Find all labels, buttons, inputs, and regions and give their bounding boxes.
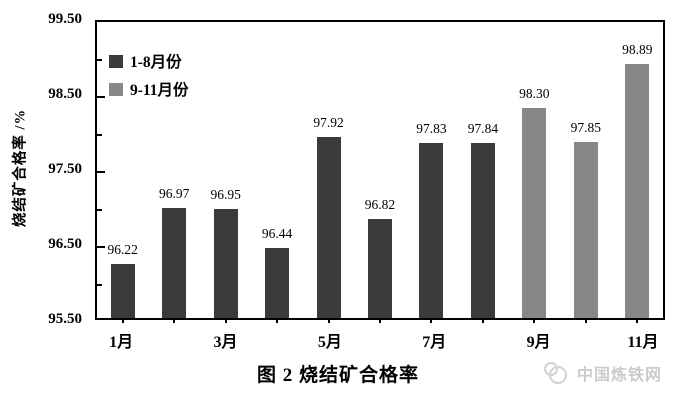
x-tick-7月 — [430, 318, 433, 323]
legend-swatch-dark — [109, 54, 123, 68]
ironmaking-net-logo-icon — [543, 362, 567, 384]
bar-7月 — [419, 143, 444, 318]
x-tick-1月 — [121, 318, 124, 323]
y-tick-label-99.50: 99.50 — [48, 11, 82, 27]
bar-5月 — [316, 136, 341, 318]
bar-4月 — [265, 247, 290, 318]
x-tick-label-6月 — [356, 328, 408, 352]
x-tick-3月 — [224, 318, 227, 323]
bar-slot-5月: 97.92 — [303, 22, 354, 318]
bar-value-label-5月: 97.92 — [313, 114, 344, 130]
bar-2月 — [162, 207, 187, 318]
bar-slot-8月: 97.84 — [457, 22, 508, 318]
bar-value-label-3月: 96.95 — [210, 187, 241, 203]
x-tick-label-4月 — [252, 328, 304, 352]
x-tick-label-9月: 9月 — [526, 334, 551, 351]
bar-slot-9月: 98.30 — [509, 22, 560, 318]
bar-value-label-1月: 96.22 — [107, 242, 138, 257]
legend: 1-8月份 9-11月份 — [109, 50, 189, 100]
y-tick-label-95.50: 95.50 — [48, 311, 82, 327]
bar-1月 — [110, 264, 135, 318]
x-tick-2月 — [173, 318, 176, 323]
x-tick-label-2月 — [147, 328, 199, 352]
y-minor-tick-97.00 — [97, 208, 102, 211]
bar-slot-7月: 97.83 — [406, 22, 457, 318]
bar-value-label-7月: 97.83 — [416, 121, 447, 137]
y-minor-tick-98.00 — [97, 133, 102, 136]
y-tick-label-97.50: 97.50 — [48, 161, 82, 177]
bar-slot-4月: 96.44 — [251, 22, 302, 318]
bar-8月 — [470, 142, 495, 318]
x-tick-label-5月: 5月 — [317, 334, 342, 351]
bar-value-label-9月: 98.30 — [519, 86, 550, 101]
legend-label: 9-11月份 — [130, 82, 189, 99]
legend-item-9-11: 9-11月份 — [109, 78, 189, 100]
bar-10月 — [573, 141, 598, 318]
bar-3月 — [213, 209, 238, 318]
legend-item-1-8: 1-8月份 — [109, 50, 189, 72]
x-tick-label-11月: 11月 — [627, 334, 659, 351]
watermark-text: 中国炼铁网 — [576, 367, 662, 384]
x-tick-9月 — [533, 318, 536, 323]
bar-slot-2月: 96.97 — [148, 22, 199, 318]
x-tick-11月 — [636, 318, 639, 323]
bar-value-label-2月: 96.97 — [158, 185, 190, 201]
bar-value-label-11月: 98.89 — [622, 41, 653, 57]
y-axis-tick-labels: 99.50 98.50 97.50 96.50 95.50 — [0, 0, 88, 407]
x-axis-tick-labels: 1月 3月 5月 7月 9月 11月 — [95, 328, 669, 352]
bar-11月 — [625, 63, 650, 318]
x-tick-label-10月 — [565, 328, 617, 352]
x-tick-5月 — [327, 318, 330, 323]
bars-container: 96.22 96.97 96.95 96.44 97.92 96.82 97.83 97.84… — [97, 22, 663, 318]
x-tick-6月 — [379, 318, 381, 323]
bar-6月 — [367, 219, 392, 318]
bar-slot-1月: 96.22 — [97, 22, 148, 318]
legend-swatch-gray — [109, 82, 123, 96]
plot-area: 96.22 96.97 96.95 96.44 97.92 96.82 97.83 97.84… — [95, 20, 665, 323]
y-major-tick-96.50 — [97, 246, 105, 248]
y-major-tick-97.50 — [97, 171, 105, 173]
chart-caption: 图 2 烧结矿合格率 — [256, 365, 419, 386]
bar-value-label-8月: 97.84 — [467, 120, 499, 136]
x-tick-10月 — [584, 318, 587, 323]
y-minor-tick-99.00 — [97, 58, 102, 61]
bar-slot-3月: 96.95 — [200, 22, 251, 318]
bar-value-label-6月: 96.82 — [364, 197, 396, 212]
bar-slot-11月: 98.89 — [612, 22, 663, 318]
bar-value-label-4月: 96.44 — [261, 225, 293, 241]
legend-label: 1-8月份 — [130, 54, 182, 71]
bar-value-label-10月: 97.85 — [570, 119, 601, 135]
y-tick-label-98.50: 98.50 — [48, 86, 82, 102]
x-tick-label-7月: 7月 — [422, 334, 447, 351]
x-tick-label-1月: 1月 — [109, 334, 134, 351]
watermark: 中国炼铁网 — [543, 361, 662, 385]
y-minor-tick-96.00 — [97, 283, 102, 286]
bar-9月 — [522, 108, 547, 318]
x-tick-label-3月: 3月 — [213, 334, 238, 351]
x-tick-label-8月 — [460, 328, 512, 352]
y-tick-label-96.50: 96.50 — [48, 236, 82, 252]
y-major-tick-98.50 — [97, 96, 105, 98]
bar-slot-10月: 97.85 — [560, 22, 611, 318]
x-tick-4月 — [276, 318, 279, 323]
bar-slot-6月: 96.82 — [354, 22, 405, 318]
x-tick-8月 — [481, 318, 484, 323]
